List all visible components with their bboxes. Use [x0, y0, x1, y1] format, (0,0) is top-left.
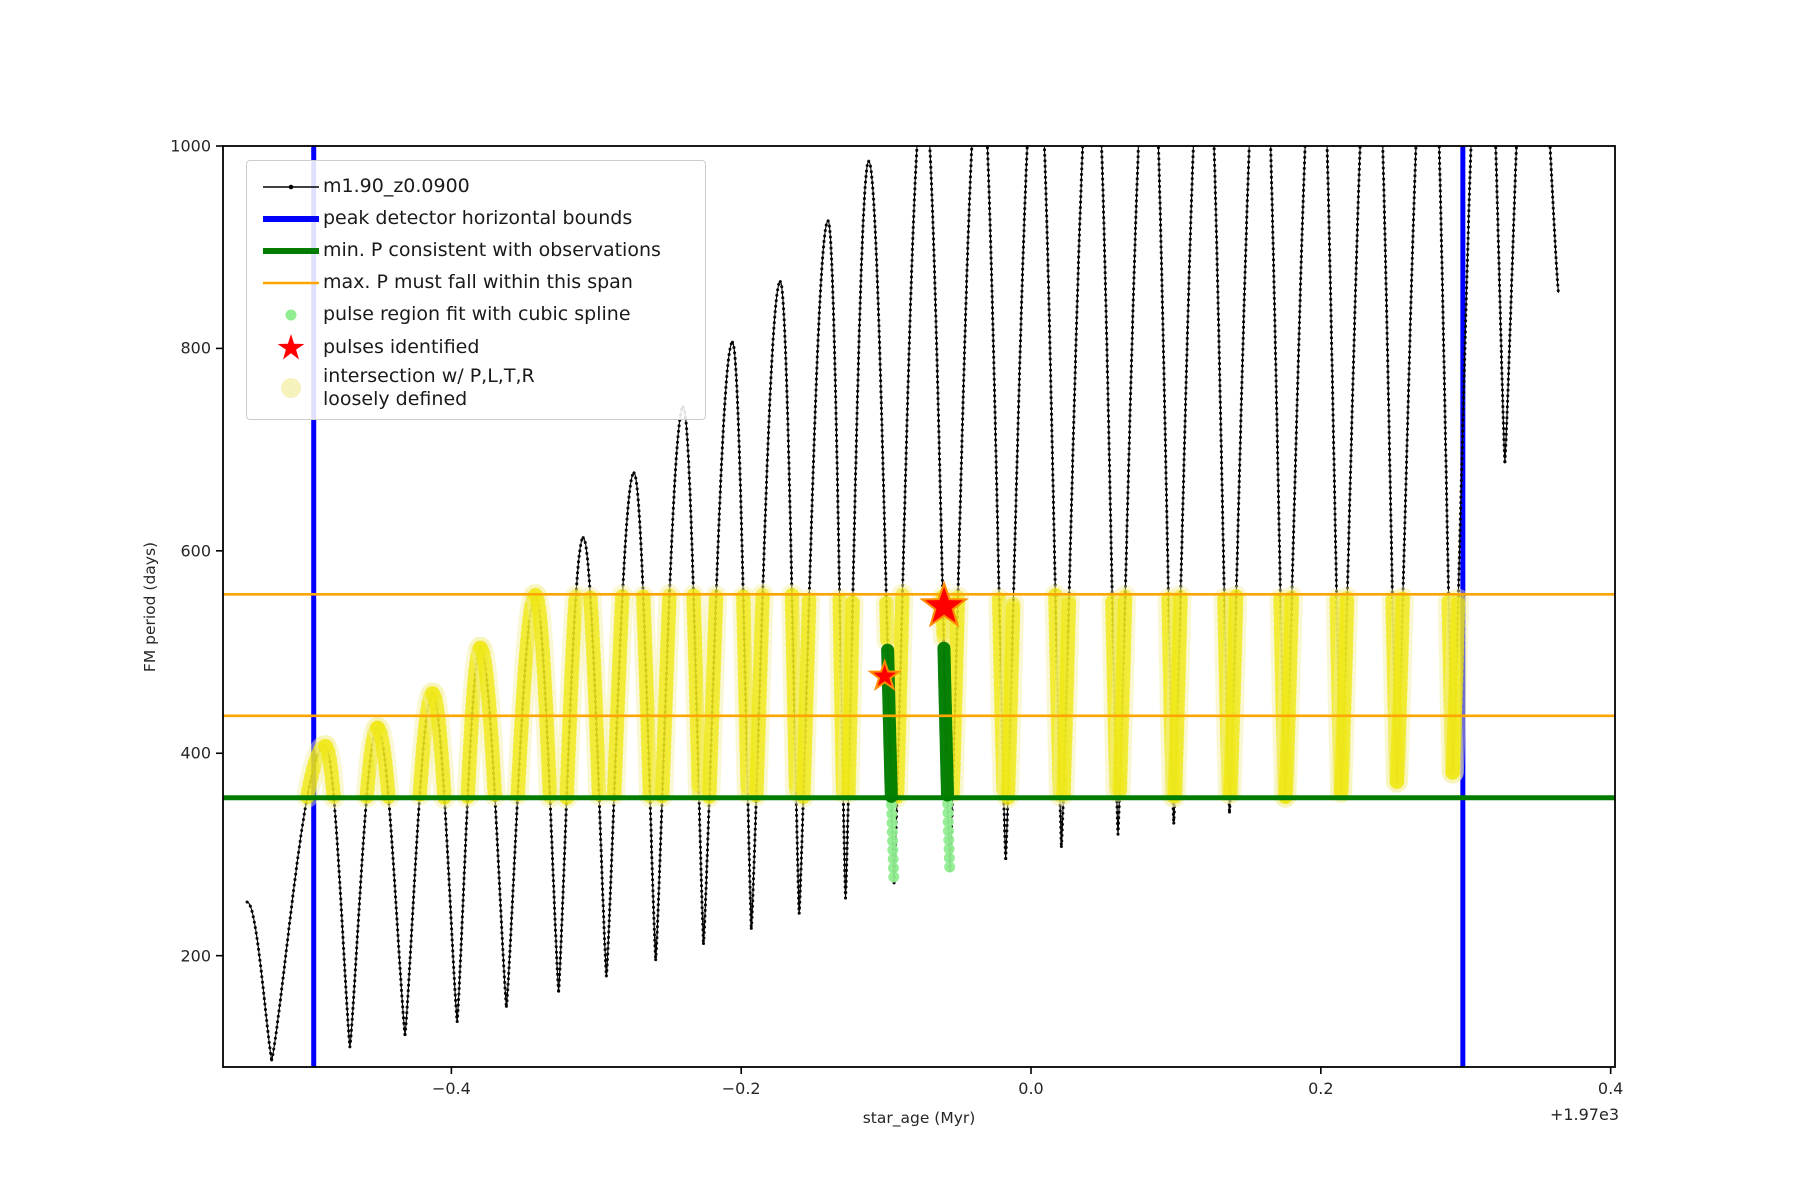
legend-label-pulses: pulses identified [323, 336, 480, 359]
x-axis-offset-label: +1.97e3 [1549, 1105, 1619, 1124]
axis-ticks [216, 145, 1612, 1074]
orange-line-marker [259, 272, 323, 294]
blue-line-marker [259, 208, 323, 230]
x-tick-label: 0.2 [1308, 1079, 1334, 1098]
y-tick-label: 200 [180, 946, 211, 966]
legend-label-peak-bounds: peak detector horizontal bounds [323, 207, 633, 230]
x-tick-label: 0.4 [1597, 1079, 1624, 1098]
legend-label-min-p: min. P consistent with observations [323, 239, 661, 262]
legend-row-max-p: max. P must fall within this span [259, 267, 693, 299]
legend-row-intersection: intersection w/ P,L,T,R loosely defined [259, 365, 693, 411]
green-line-marker [259, 240, 323, 262]
plot-area [223, 146, 1615, 1067]
legend-label-max-p: max. P must fall within this span [323, 271, 633, 294]
legend-row-min-p: min. P consistent with observations [259, 235, 693, 267]
y-tick-label: 600 [180, 541, 211, 561]
y-tick-label: 400 [180, 743, 211, 763]
mint-dot-marker [259, 304, 323, 326]
legend-label-series: m1.90_z0.0900 [323, 175, 470, 198]
x-axis-label: star_age (Myr) [862, 1109, 976, 1127]
legend-row-peak-bounds: peak detector horizontal bounds [259, 203, 693, 235]
series-m190-curve [245, 146, 1561, 1062]
legend-row-spline: pulse region fit with cubic spline [259, 299, 693, 331]
y-tick-label: 1000 [170, 136, 211, 156]
legend-label-intersection: intersection w/ P,L,T,R loosely defined [323, 365, 535, 411]
intersection-band-dots [296, 583, 1470, 809]
x-tick-label: 0.0 [1018, 1079, 1044, 1098]
legend-label-spline: pulse region fit with cubic spline [323, 303, 631, 326]
pale-yellow-dot-marker [259, 366, 323, 410]
legend: m1.90_z0.0900 peak detector horizontal b… [246, 160, 706, 421]
y-tick-label: 800 [180, 338, 211, 358]
red-star-icon [259, 331, 323, 365]
legend-row-series: m1.90_z0.0900 [259, 171, 693, 203]
x-tick-label: −0.4 [431, 1079, 471, 1098]
x-tick-label: −0.2 [721, 1079, 761, 1098]
y-axis-label: FM period (days) [141, 541, 159, 672]
axes-spines [222, 145, 1616, 1068]
identified-pulse-stars [867, 580, 969, 691]
legend-row-pulses: pulses identified [259, 331, 693, 365]
reference-lines [223, 593, 1615, 801]
series-line-marker [259, 176, 323, 198]
